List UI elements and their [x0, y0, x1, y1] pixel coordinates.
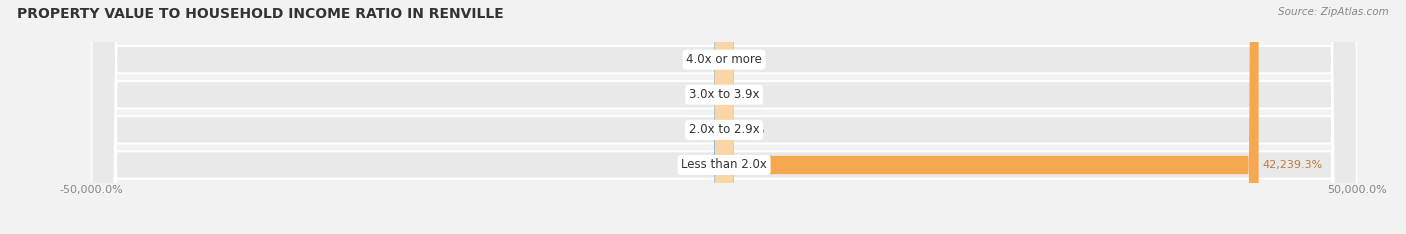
FancyBboxPatch shape — [91, 0, 1357, 234]
FancyBboxPatch shape — [91, 0, 1357, 234]
FancyBboxPatch shape — [91, 0, 1357, 234]
Text: Source: ZipAtlas.com: Source: ZipAtlas.com — [1278, 7, 1389, 17]
FancyBboxPatch shape — [714, 0, 734, 234]
FancyBboxPatch shape — [714, 0, 734, 234]
Text: 82.9%: 82.9% — [728, 125, 765, 135]
FancyBboxPatch shape — [91, 0, 1357, 234]
Text: 42,239.3%: 42,239.3% — [1263, 160, 1323, 170]
Text: 17.8%: 17.8% — [685, 125, 720, 135]
FancyBboxPatch shape — [714, 0, 734, 234]
FancyBboxPatch shape — [716, 0, 734, 234]
Text: 8.5%: 8.5% — [692, 90, 720, 100]
Text: 19.4%: 19.4% — [685, 55, 720, 65]
Text: 3.0x to 3.9x: 3.0x to 3.9x — [689, 88, 759, 101]
Text: 4.0x or more: 4.0x or more — [686, 53, 762, 66]
Text: 6.2%: 6.2% — [728, 90, 756, 100]
FancyBboxPatch shape — [714, 0, 734, 234]
Text: PROPERTY VALUE TO HOUSEHOLD INCOME RATIO IN RENVILLE: PROPERTY VALUE TO HOUSEHOLD INCOME RATIO… — [17, 7, 503, 21]
Text: 2.0x to 2.9x: 2.0x to 2.9x — [689, 123, 759, 136]
FancyBboxPatch shape — [714, 0, 734, 234]
FancyBboxPatch shape — [724, 0, 1258, 234]
Text: Less than 2.0x: Less than 2.0x — [681, 158, 768, 172]
Text: 54.3%: 54.3% — [685, 160, 720, 170]
Text: 0.0%: 0.0% — [728, 55, 756, 65]
